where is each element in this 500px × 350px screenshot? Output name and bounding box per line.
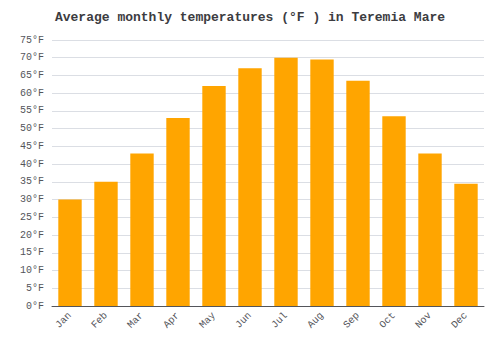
svg-text:Sep: Sep [341, 310, 361, 330]
svg-text:Jun: Jun [233, 310, 253, 330]
svg-text:5°F: 5°F [26, 283, 44, 294]
svg-text:Average monthly temperatures (: Average monthly temperatures (°F ) in Te… [55, 10, 445, 25]
svg-text:40°F: 40°F [20, 159, 44, 170]
svg-text:0°F: 0°F [26, 301, 44, 312]
svg-text:Apr: Apr [161, 310, 181, 330]
svg-text:70°F: 70°F [20, 52, 44, 63]
svg-text:10°F: 10°F [20, 265, 44, 276]
svg-text:Aug: Aug [305, 310, 325, 330]
svg-text:Feb: Feb [89, 310, 109, 330]
svg-text:20°F: 20°F [20, 230, 44, 241]
svg-text:15°F: 15°F [20, 247, 44, 258]
svg-text:Dec: Dec [449, 310, 469, 330]
svg-text:65°F: 65°F [20, 70, 44, 81]
svg-text:35°F: 35°F [20, 176, 44, 187]
svg-text:55°F: 55°F [20, 105, 44, 116]
svg-text:Nov: Nov [413, 310, 433, 330]
svg-text:May: May [197, 310, 217, 330]
svg-text:Jan: Jan [53, 310, 73, 330]
svg-text:Jul: Jul [269, 310, 289, 330]
svg-text:Oct: Oct [377, 310, 397, 330]
svg-text:50°F: 50°F [20, 123, 44, 134]
svg-text:30°F: 30°F [20, 194, 44, 205]
svg-text:25°F: 25°F [20, 212, 44, 223]
svg-text:Mar: Mar [125, 310, 145, 330]
svg-text:60°F: 60°F [20, 88, 44, 99]
svg-text:45°F: 45°F [20, 141, 44, 152]
svg-text:75°F: 75°F [20, 35, 44, 46]
